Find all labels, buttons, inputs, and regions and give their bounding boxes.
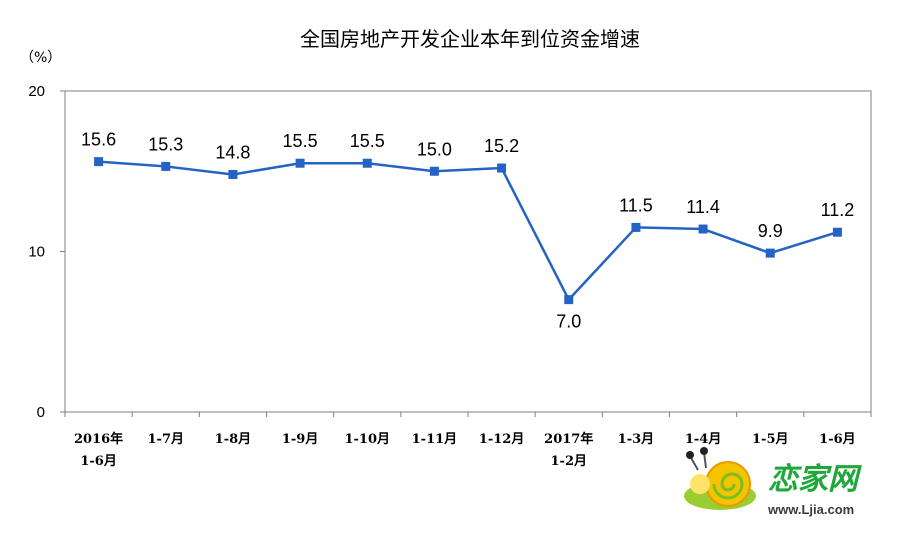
plot-frame (64, 90, 872, 413)
x-tick-label: 2017年 (544, 431, 593, 447)
x-tick-label: 1-6月 (80, 454, 117, 469)
data-label: 15.2 (484, 136, 519, 156)
data-point (832, 227, 842, 237)
data-label: 15.0 (417, 139, 452, 159)
unit-label: （%） (20, 50, 61, 66)
data-point (497, 163, 507, 173)
watermark-brand: 恋家网 (768, 462, 862, 497)
data-label: 15.5 (283, 131, 318, 151)
data-point (429, 166, 439, 176)
data-point (362, 158, 372, 168)
data-label: 14.8 (215, 142, 250, 162)
data-label: 11.4 (686, 197, 720, 217)
data-point (698, 224, 708, 234)
data-point (161, 161, 171, 171)
y-axis: 0 10 20 (28, 83, 65, 421)
data-label: 9.9 (758, 221, 783, 241)
data-label: 11.2 (821, 200, 855, 220)
data-point (228, 169, 238, 179)
y-tick-label: 10 (28, 244, 45, 261)
x-tick-label: 1-3月 (618, 432, 655, 447)
data-point (564, 295, 574, 305)
series-group (94, 157, 842, 305)
y-tick-label: 0 (37, 404, 45, 421)
x-axis: 2016年 1-6月 1-7月 1-8月 1-9月 1-10月 1-11月 1-12月 2017… (64, 412, 872, 469)
data-label-group: 15.6 15.3 14.8 15.5 15.5 15.0 15.2 7.0 11.5 11.4 9… (81, 130, 854, 332)
data-label: 7.0 (556, 312, 581, 332)
x-tick-label: 1-4月 (685, 432, 722, 447)
x-tick-label: 1-8月 (215, 432, 252, 447)
y-tick-label: 20 (28, 83, 45, 100)
watermark: 恋家网 www.Ljia.com (684, 447, 862, 517)
data-label: 15.6 (81, 130, 116, 150)
x-tick-label: 1-9月 (282, 432, 319, 447)
x-tick-label: 2016年 (74, 431, 123, 447)
data-point (631, 222, 641, 232)
snail-logo-icon (684, 447, 756, 510)
x-tick-label: 1-5月 (752, 432, 789, 447)
data-point (765, 248, 775, 258)
x-tick-label: 1-7月 (148, 432, 185, 447)
x-tick-label: 1-2月 (551, 454, 588, 469)
data-point (94, 157, 104, 167)
data-label: 11.5 (619, 195, 653, 215)
chart-title: 全国房地产开发企业本年到位资金增速 (300, 27, 640, 51)
x-tick-label: 1-12月 (479, 432, 525, 447)
data-label: 15.5 (350, 131, 385, 151)
watermark-url: www.Ljia.com (767, 502, 854, 517)
x-tick-label: 1-10月 (344, 432, 390, 447)
x-tick-label: 1-6月 (819, 432, 856, 447)
data-point (295, 158, 305, 168)
data-label: 15.3 (148, 134, 183, 154)
x-tick-label: 1-11月 (412, 432, 458, 447)
series-line (98, 160, 838, 301)
